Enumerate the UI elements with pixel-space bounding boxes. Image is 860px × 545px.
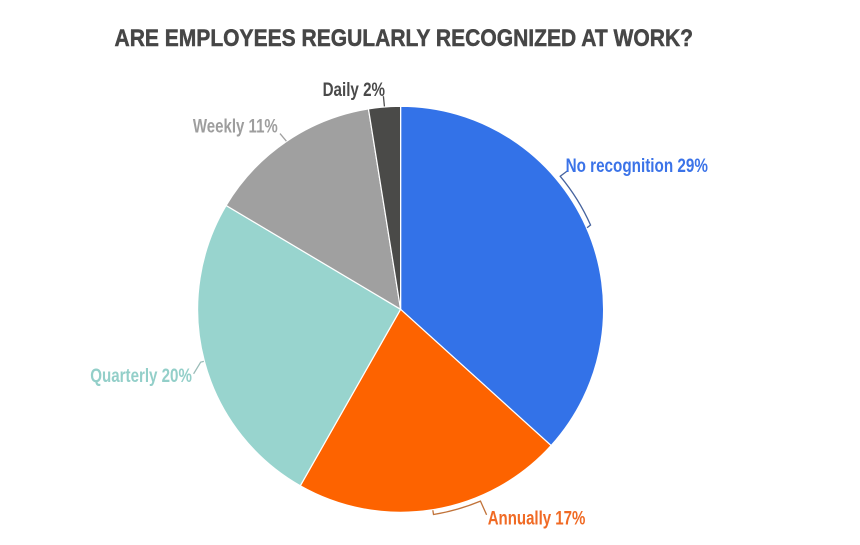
svg-text:Daily 2%: Daily 2% xyxy=(323,80,385,101)
svg-text:Quarterly 20%: Quarterly 20% xyxy=(90,366,192,387)
svg-text:No recognition 29%: No recognition 29% xyxy=(566,156,708,177)
svg-text:Weekly 11%: Weekly 11% xyxy=(193,117,278,138)
svg-text:ARE EMPLOYEES REGULARLY RECOGN: ARE EMPLOYEES REGULARLY RECOGNIZED AT WO… xyxy=(115,25,694,52)
svg-text:Annually 17%: Annually 17% xyxy=(488,508,586,529)
